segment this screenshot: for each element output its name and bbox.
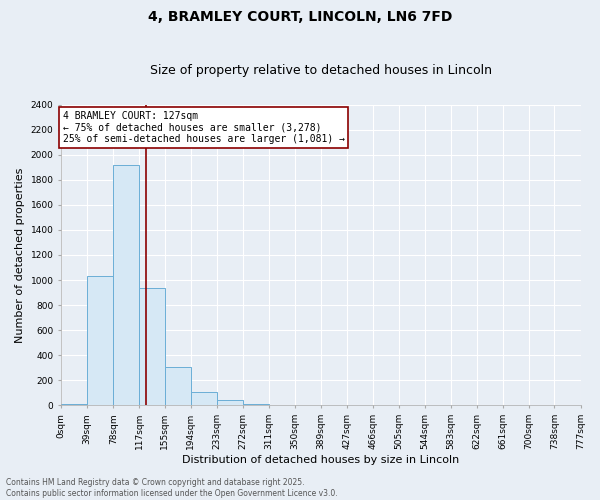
- Bar: [191, 392, 217, 406]
- Title: Size of property relative to detached houses in Lincoln: Size of property relative to detached ho…: [150, 64, 492, 77]
- Text: 4 BRAMLEY COURT: 127sqm
← 75% of detached houses are smaller (3,278)
25% of semi: 4 BRAMLEY COURT: 127sqm ← 75% of detache…: [62, 111, 344, 144]
- Text: 4, BRAMLEY COURT, LINCOLN, LN6 7FD: 4, BRAMLEY COURT, LINCOLN, LN6 7FD: [148, 10, 452, 24]
- X-axis label: Distribution of detached houses by size in Lincoln: Distribution of detached houses by size …: [182, 455, 460, 465]
- Y-axis label: Number of detached properties: Number of detached properties: [15, 168, 25, 342]
- Bar: [113, 164, 139, 406]
- Bar: [139, 288, 165, 406]
- Bar: [87, 276, 113, 406]
- Bar: [217, 400, 243, 406]
- Bar: [165, 366, 191, 406]
- Text: Contains HM Land Registry data © Crown copyright and database right 2025.
Contai: Contains HM Land Registry data © Crown c…: [6, 478, 338, 498]
- Bar: [61, 404, 87, 406]
- Bar: [243, 404, 269, 406]
